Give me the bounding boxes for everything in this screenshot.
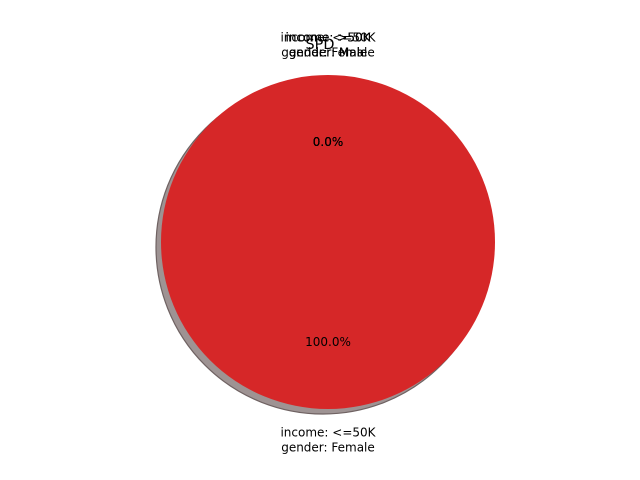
- pie-category-label-line1: income: >50K: [285, 30, 371, 44]
- pie-pct-label-0: 100.0%: [305, 335, 351, 349]
- pie-category-label-1: income: <=50K gender: Male: [280, 30, 376, 59]
- pie-category-label-line2: gender: Male: [289, 45, 368, 59]
- pie-category-label-line1: income: >50K: [285, 30, 371, 44]
- pie-pct-label-2: 0.0%: [313, 135, 344, 149]
- chart-title: SPD: [306, 37, 335, 53]
- pie-category-label-line2: gender: Female: [281, 441, 375, 455]
- pie-pct-label-1: 0.0%: [313, 135, 344, 149]
- pie-slice-0: [161, 75, 495, 409]
- pie-slice-layer: [161, 75, 495, 409]
- pie-category-label-line2: gender: Male: [289, 45, 368, 59]
- pie-pct-label-3: 0.0%: [313, 135, 344, 149]
- pie-category-label-3: income: >50K gender: Male: [285, 30, 371, 59]
- pie-category-label-line1: income: <=50K: [280, 30, 376, 44]
- pie-category-label-line1: income: <=50K: [280, 426, 376, 440]
- pie-category-label-0: income: <=50K gender: Female: [280, 426, 376, 455]
- pie-label-layer: 100.0%income: <=50K gender: Female0.0%inc…: [280, 30, 376, 454]
- pie-category-label-line2: gender: Female: [281, 45, 375, 59]
- pie-category-label-2: income: >50K gender: Female: [281, 30, 375, 59]
